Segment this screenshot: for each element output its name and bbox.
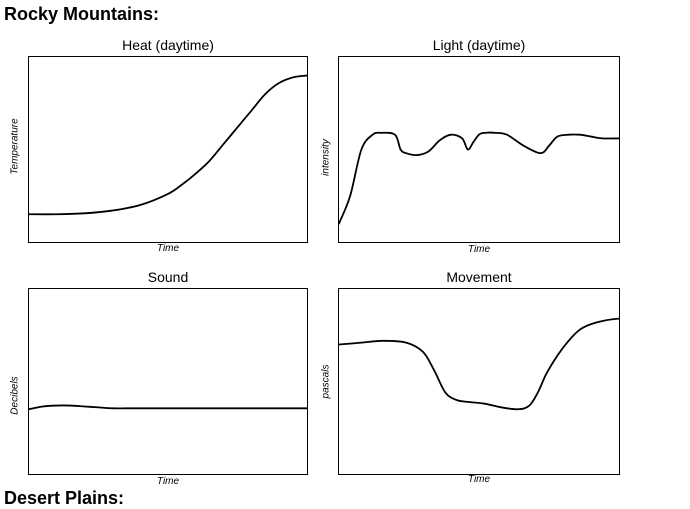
- chart-svg: [28, 404, 308, 411]
- plot-area: [338, 56, 620, 243]
- page-heading: Rocky Mountains:: [4, 4, 160, 24]
- x-axis-label: Time: [467, 474, 491, 485]
- y-axis-label: Temperature: [9, 118, 21, 175]
- chart-title: Heat (daytime): [122, 37, 214, 53]
- series-line: [28, 74, 308, 216]
- chart-svg: [338, 317, 620, 411]
- series-line: [28, 404, 308, 411]
- chart-title: Movement: [446, 269, 512, 285]
- plot-area: [28, 288, 308, 475]
- chart-title: Sound: [147, 269, 189, 285]
- next-section-heading: Desert Plains:: [4, 488, 125, 508]
- series-line: [338, 131, 620, 225]
- y-axis-label: pascals: [320, 364, 332, 399]
- chart-svg: [338, 131, 620, 225]
- x-axis-label: Time: [156, 243, 180, 254]
- y-axis-label: Decibels: [9, 376, 21, 415]
- plot-area: [28, 56, 308, 243]
- y-axis-label: intensity: [320, 139, 332, 176]
- chart-svg: [28, 74, 308, 216]
- chart-title: Light (daytime): [432, 37, 526, 53]
- series-line: [338, 317, 620, 411]
- plot-area: [338, 288, 620, 475]
- x-axis-label: Time: [467, 244, 491, 255]
- x-axis-label: Time: [156, 476, 180, 487]
